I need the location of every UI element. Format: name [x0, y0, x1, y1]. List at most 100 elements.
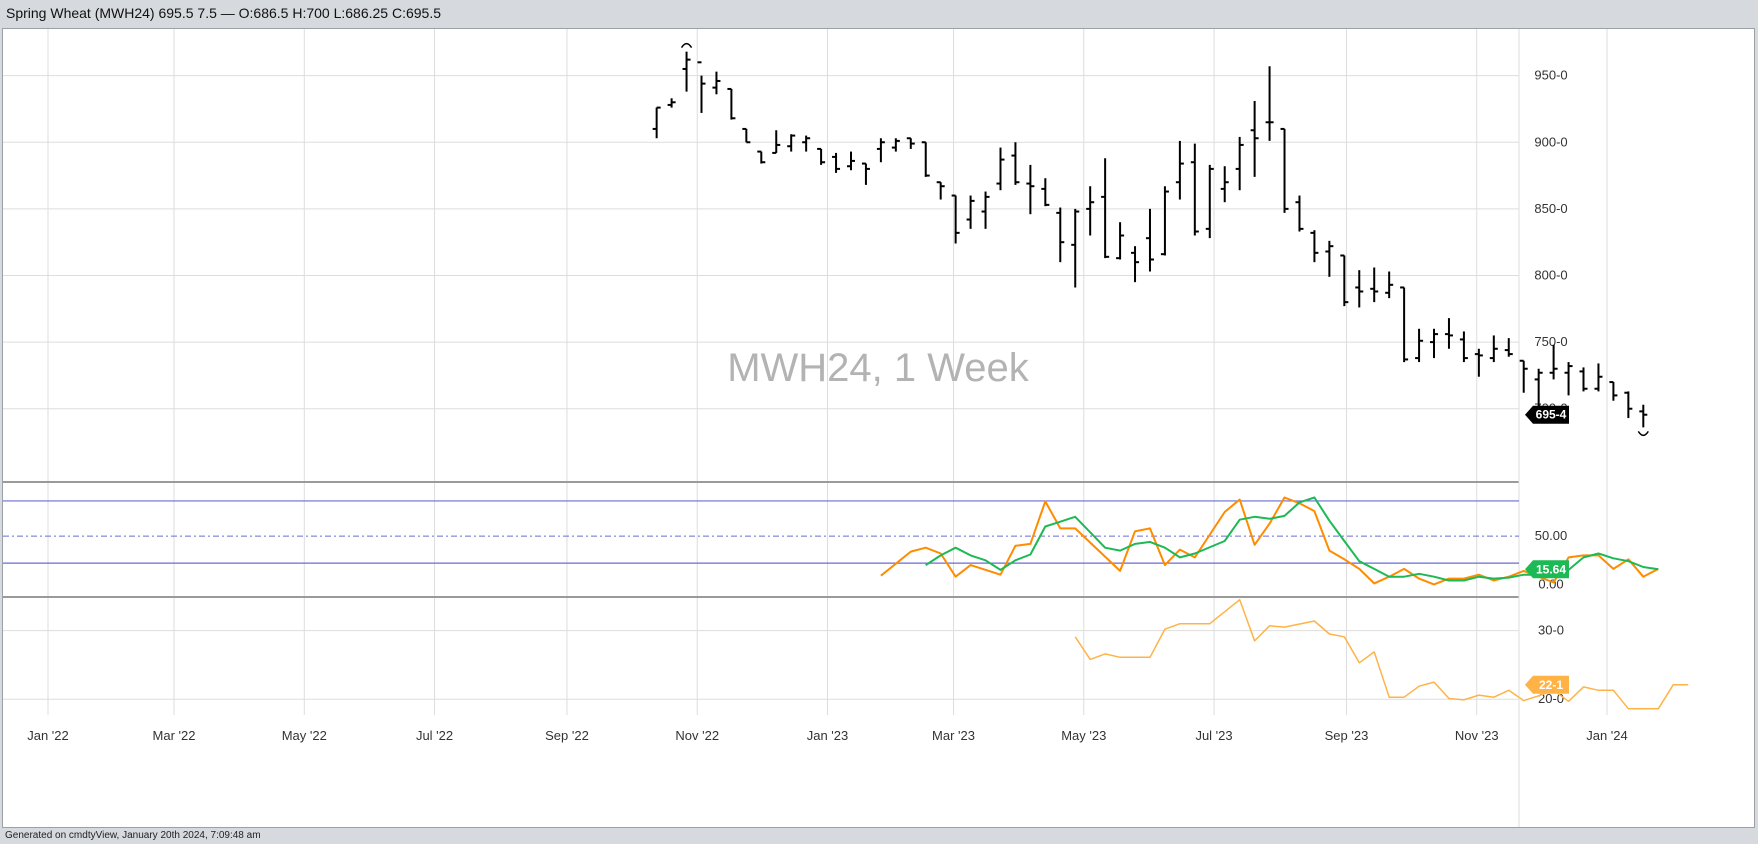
ohlc-bar [697, 61, 706, 113]
lower-indicator-panel[interactable]: 30-0 20-0 [3, 598, 1689, 710]
lower-tick-label: 20-0 [1538, 691, 1564, 706]
ohlc-bar [1220, 166, 1229, 203]
ohlc-bar [846, 151, 855, 171]
ohlc-bar [1459, 331, 1468, 363]
x-tick-label: Sep '22 [545, 728, 589, 743]
ohlc-bar [891, 138, 900, 152]
ohlc-bar [981, 191, 990, 229]
lower-value-badge-label: 22-1 [1539, 678, 1563, 692]
last-price-badge-shape [1525, 405, 1569, 424]
ohlc-bar [652, 106, 661, 139]
ohlc-bar [1280, 127, 1289, 213]
ohlc-bar [1534, 368, 1543, 413]
ohlc-bar [1624, 391, 1633, 419]
ohlc-bar [832, 152, 841, 173]
x-tick-label: Jan '24 [1586, 728, 1628, 743]
ohlc-bar [1564, 362, 1573, 396]
ohlc-bar [861, 162, 870, 185]
ohlc-bar [1639, 404, 1648, 428]
ohlc-bar [1579, 367, 1588, 392]
ohlc-bar [802, 135, 811, 152]
ohlc-bar [667, 98, 676, 108]
ohlc-bar [1504, 338, 1513, 357]
price-tick-label: 900-0 [1534, 134, 1567, 149]
x-tick-label: May '23 [1061, 728, 1106, 743]
ohlc-bar [1175, 140, 1184, 200]
ohlc-bar [876, 138, 885, 163]
ohlc-bar [1325, 240, 1334, 277]
ohlc-bar [682, 51, 691, 92]
lower-value-badge: 22-1 [1525, 675, 1569, 694]
ohlc-bar [1444, 318, 1453, 349]
ohlc-bar [1400, 286, 1409, 363]
ohlc-bar [787, 134, 796, 152]
x-tick-label: Mar '23 [932, 728, 975, 743]
stoch-tick-label: 0.00 [1538, 576, 1563, 591]
x-tick-label: Nov '22 [675, 728, 719, 743]
ohlc-bar [1549, 344, 1558, 380]
x-tick-label: Mar '22 [153, 728, 196, 743]
ohlc-bar [1250, 100, 1259, 177]
ohlc-bar [996, 147, 1005, 191]
chart-watermark: MWH24, 1 Week [727, 346, 1030, 390]
ohlc-bar [1235, 136, 1244, 191]
ohlc-bar [1265, 66, 1274, 141]
ohlc-bar [1474, 348, 1483, 377]
x-tick-label: Jan '22 [27, 728, 69, 743]
price-panel[interactable] [652, 42, 1649, 437]
ohlc-bar [1145, 208, 1154, 272]
ohlc-bar [1086, 186, 1095, 236]
ohlc-bar [1355, 270, 1364, 308]
ohlc-bar [1116, 222, 1125, 260]
ohlc-bar [951, 194, 960, 244]
ohlc-bar [921, 141, 930, 177]
lower-indicator-line [1074, 598, 1689, 710]
ohlc-bar [1041, 178, 1050, 207]
ohlc-bar [1026, 164, 1035, 215]
ohlc-bar [1609, 381, 1618, 401]
ohlc-bar [1131, 246, 1140, 283]
ohlc-bar [1519, 359, 1528, 393]
low-marker [1637, 430, 1649, 437]
ohlc-bar [1190, 143, 1199, 236]
stoch-value-badge-label: 15.64 [1536, 562, 1566, 576]
ohlc-bar [936, 181, 945, 200]
ohlc-bar [1101, 158, 1110, 259]
price-tick-label: 800-0 [1534, 267, 1567, 282]
ohlc-bar [742, 127, 751, 144]
price-tick-label: 750-0 [1534, 334, 1567, 349]
last-price-badge-label: 695-4 [1536, 408, 1567, 422]
x-tick-label: May '22 [282, 728, 327, 743]
chart-title-bar: Spring Wheat (MWH24) 695.5 7.5 — O:686.5… [6, 5, 442, 21]
ohlc-bar [966, 195, 975, 229]
x-tick-label: Nov '23 [1455, 728, 1499, 743]
stoch-tick-label: 50.00 [1535, 528, 1568, 543]
ohlc-bar [1160, 186, 1169, 256]
ohlc-bar [1071, 208, 1080, 288]
stochastic-panel[interactable]: 50.00 0.00 [3, 496, 1659, 592]
generated-footer: Generated on cmdtyView, January 20th 202… [5, 830, 261, 841]
stoch-value-badge-shape [1525, 560, 1569, 579]
x-tick-label: Jul '23 [1195, 728, 1232, 743]
lower-value-badge-shape [1525, 675, 1569, 694]
ohlc-bar [817, 147, 826, 165]
ohlc-bar [1310, 230, 1319, 263]
lower-tick-label: 30-0 [1538, 623, 1564, 638]
value-badges: 695-4 15.64 22-1 [1525, 405, 1569, 694]
ohlc-bar [906, 137, 915, 149]
high-marker [680, 42, 693, 49]
ohlc-bar [1385, 271, 1394, 299]
ohlc-bar [1295, 195, 1304, 232]
stoch-value-badge: 15.64 [1525, 560, 1569, 579]
price-tick-label: 850-0 [1534, 201, 1567, 216]
ohlc-bar [757, 150, 766, 164]
price-tick-label: 950-0 [1534, 68, 1567, 83]
ohlc-bar [1430, 328, 1439, 359]
ohlc-bar [1205, 164, 1214, 239]
x-tick-label: Jan '23 [807, 728, 849, 743]
ohlc-bar [1370, 267, 1379, 303]
ohlc-bar [712, 71, 721, 95]
